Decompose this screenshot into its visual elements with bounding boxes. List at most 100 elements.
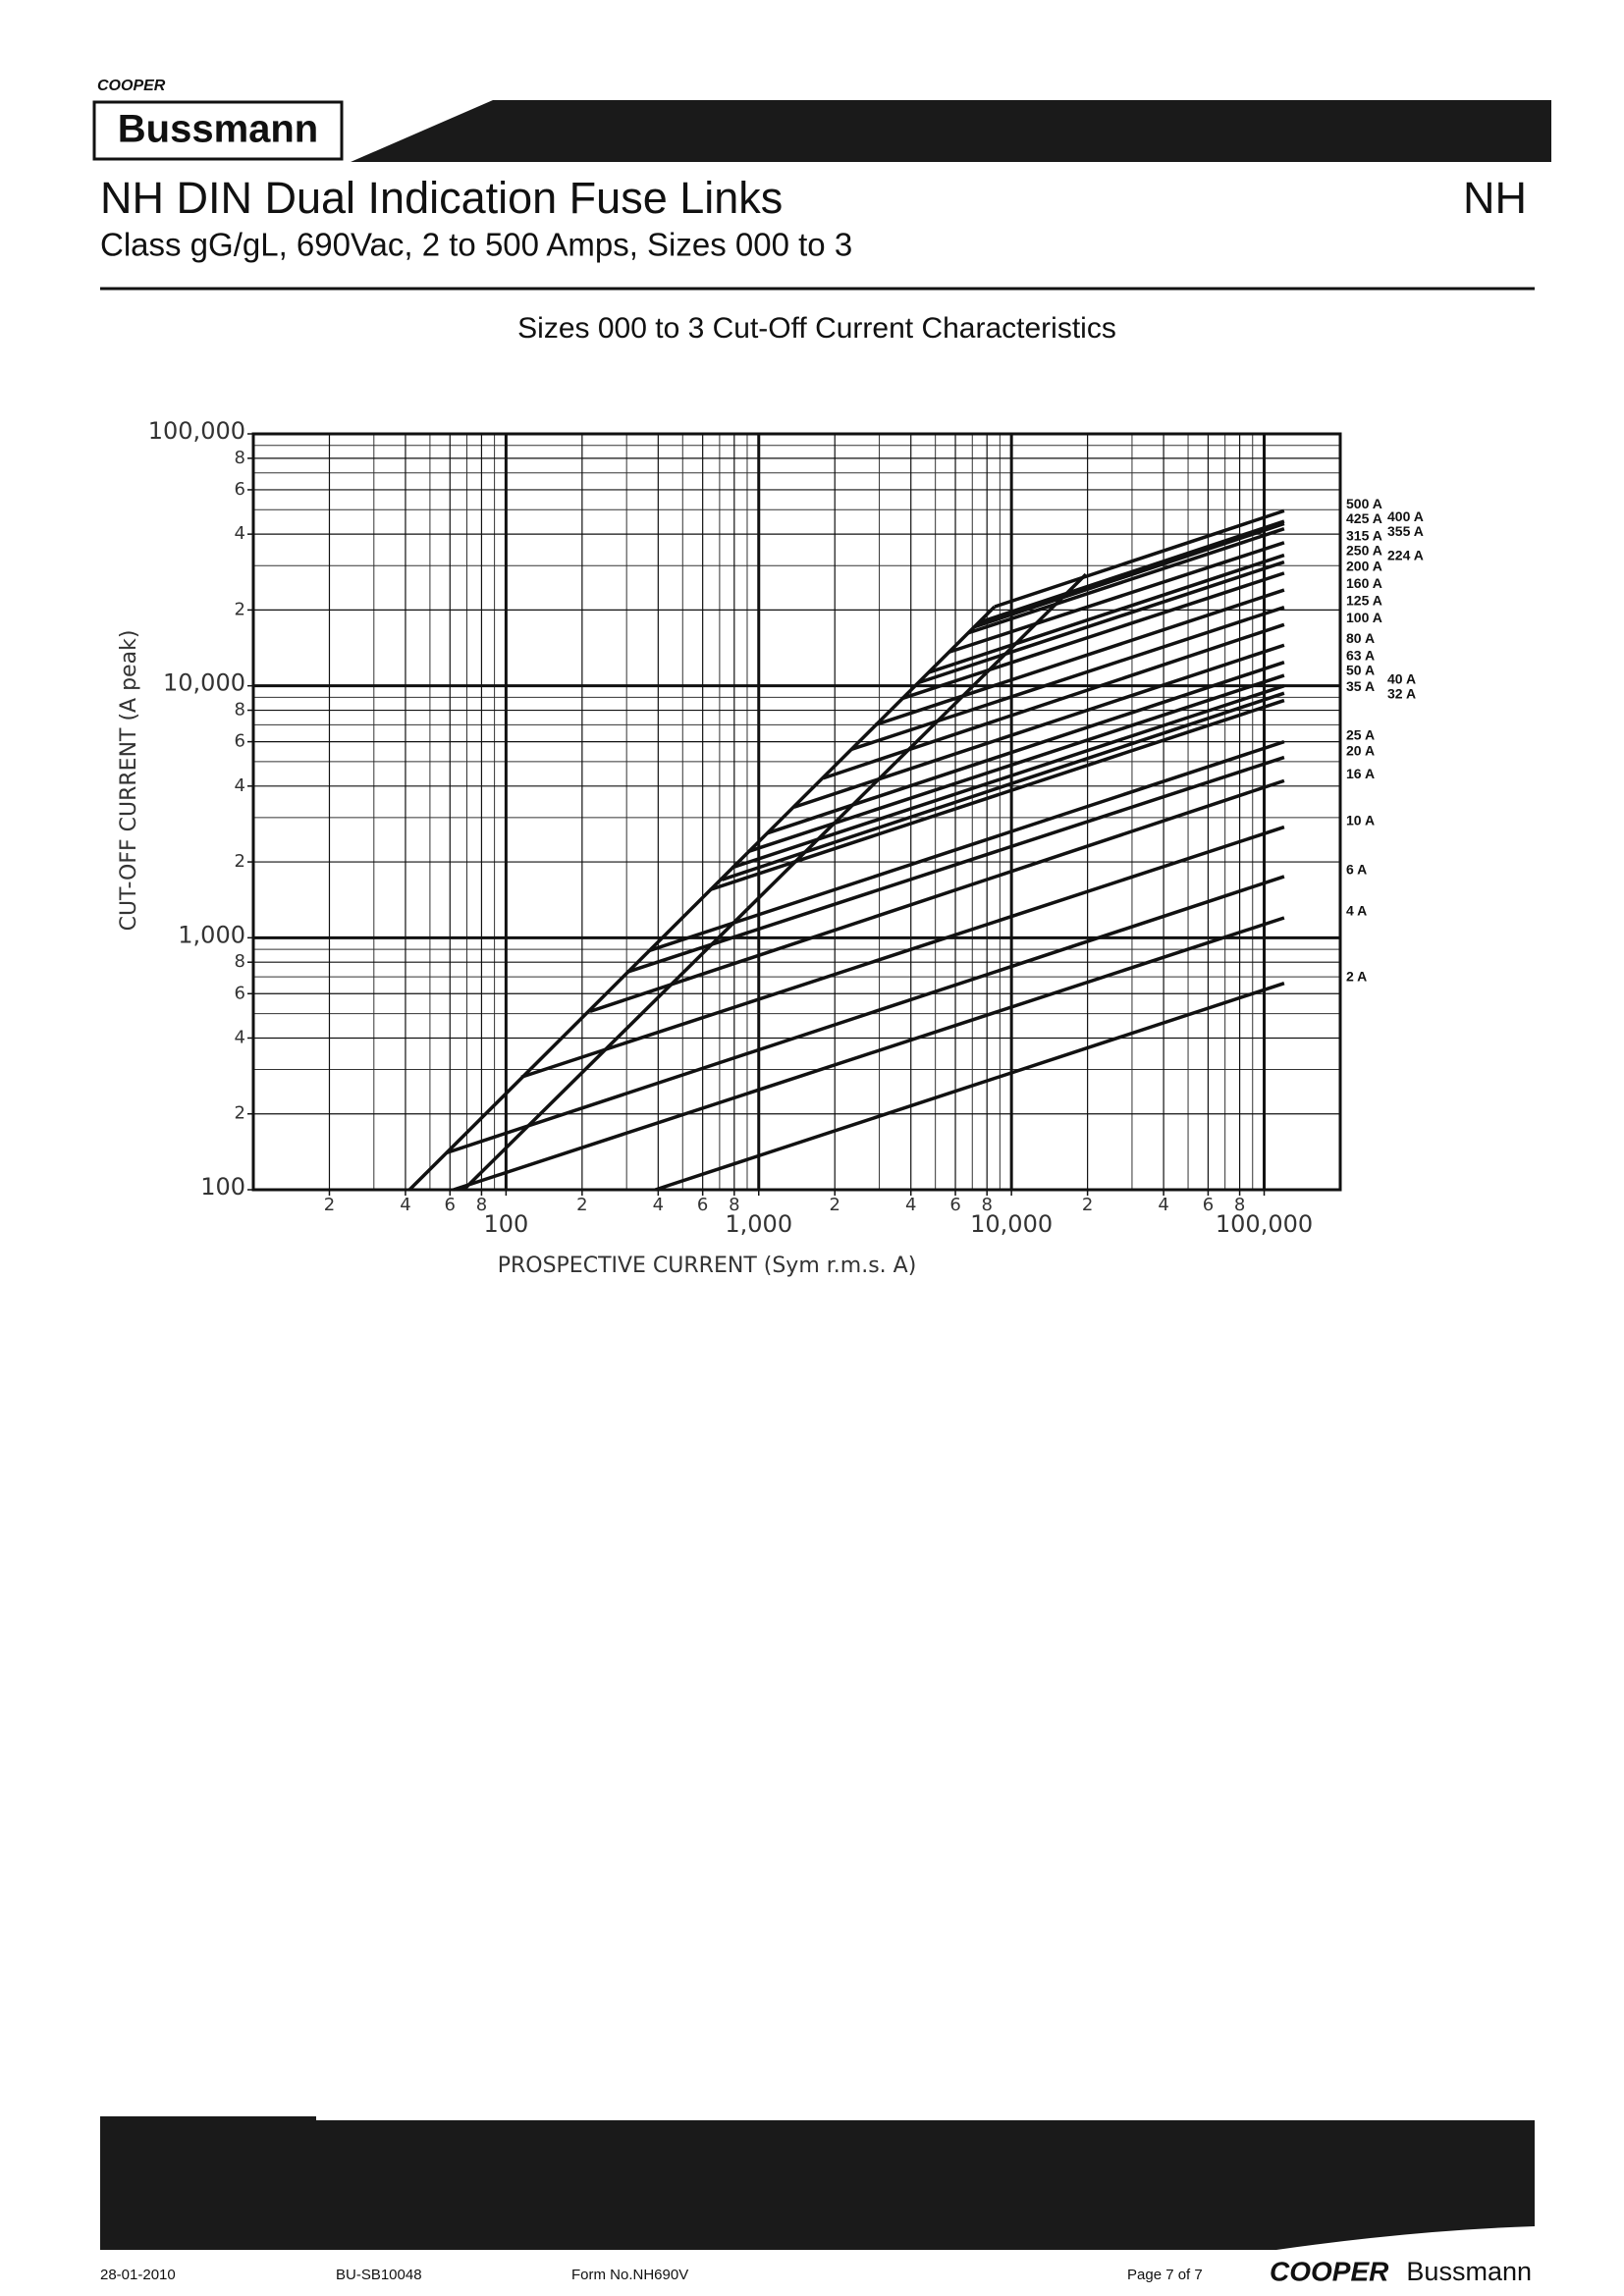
series-label: 50 A [1346,662,1375,677]
series-label: 6 A [1346,862,1367,878]
y-tick-label: 6 [235,479,245,500]
y-tick-label: 6 [235,983,245,1003]
curve [589,778,1285,1014]
x-tick-label: 8 [1234,1195,1245,1215]
series-label: 32 A [1387,685,1416,701]
curve [649,739,1285,952]
x-tick-label: 8 [981,1195,992,1215]
y-tick-label: 6 [235,731,245,752]
x-tick-label: 8 [476,1195,487,1215]
x-tick-label: 1,000 [725,1210,792,1238]
curve [822,622,1285,780]
x-tick-label: 4 [1158,1195,1168,1215]
header-banner [351,100,1551,162]
curve [928,553,1285,674]
curve [731,684,1285,870]
section-code: NH [1463,173,1527,223]
x-tick-label: 2 [324,1195,335,1215]
footer-doc-code: BU-SB10048 [336,2267,422,2283]
curve [918,560,1285,685]
series-label: 200 A [1346,559,1382,574]
footer-brand: Bussmann [1406,2257,1532,2286]
x-tick-label: 6 [445,1195,456,1215]
series-label: 16 A [1346,766,1375,781]
x-tick-label: 8 [729,1195,739,1215]
curve [462,572,1088,1192]
curve [900,571,1285,701]
series-label: 355 A [1387,523,1424,539]
plot-frame [251,432,1342,1192]
y-tick-label: 4 [235,1027,245,1047]
curve [977,519,1285,625]
series-label: 80 A [1346,630,1375,646]
chart-title: Sizes 000 to 3 Cut-Off Current Character… [517,312,1116,345]
series-label: 400 A [1387,508,1424,524]
y-tick-label: 100,000 [148,417,245,445]
x-tick-label: 4 [905,1195,916,1215]
y-tick-label: 100 [200,1173,245,1201]
curve [874,588,1285,727]
series-label: 100 A [1346,610,1382,625]
curve [625,755,1285,975]
x-tick-label: 100,000 [1216,1210,1313,1238]
y-tick-label: 1,000 [178,921,245,948]
series-label: 10 A [1346,812,1375,828]
footer-date: 28-01-2010 [100,2267,176,2283]
curve [709,698,1285,892]
series-label: 425 A [1346,510,1382,526]
curve [747,673,1285,854]
page-title: NH DIN Dual Indication Fuse Links [100,173,783,223]
series-label: 2 A [1346,968,1367,984]
y-tick-label: 2 [235,1103,245,1124]
curve [520,825,1285,1079]
x-tick-label: 2 [576,1195,587,1215]
footer-page: Page 7 of 7 [1127,2267,1203,2283]
y-tick-label: 8 [235,448,245,468]
curve [654,981,1285,1192]
logo-box [92,100,344,161]
brand-logo: Bussmann [118,108,319,151]
series-label: 63 A [1346,647,1375,663]
series-label: 224 A [1387,547,1424,562]
y-tick-label: 10,000 [163,669,245,697]
y-tick-label: 4 [235,523,245,544]
y-tick-label: 8 [235,951,245,972]
series-label: 25 A [1346,726,1375,742]
x-tick-label: 2 [830,1195,840,1215]
series-label: 4 A [1346,903,1367,919]
series-label: 20 A [1346,742,1375,758]
brand-small: COOPER [97,78,166,94]
x-tick-label: 6 [1203,1195,1214,1215]
series-label: 160 A [1346,575,1382,591]
curve [994,508,1285,609]
series-label: 125 A [1346,592,1382,608]
footer-banner [100,2116,1535,2250]
series-label: 250 A [1346,543,1382,559]
x-tick-label: 4 [400,1195,410,1215]
series-label: 315 A [1346,528,1382,544]
y-axis-label: CUT-OFF CURRENT (A peak) [117,630,141,932]
x-tick-label: 2 [1082,1195,1093,1215]
curve [407,605,997,1192]
curve [947,541,1285,655]
series-label: 40 A [1387,670,1416,686]
page-subtitle: Class gG/gL, 690Vac, 2 to 500 Amps, Size… [100,227,852,263]
curve [850,605,1285,751]
x-tick-label: 6 [697,1195,708,1215]
curve [445,875,1285,1155]
curve [721,691,1285,881]
x-tick-label: 4 [653,1195,664,1215]
y-tick-label: 8 [235,700,245,721]
y-tick-label: 4 [235,775,245,796]
footer-form: Form No.NH690V [571,2267,688,2283]
series-label: 35 A [1346,678,1375,694]
y-tick-label: 2 [235,851,245,872]
curve [973,521,1285,629]
x-tick-label: 10,000 [970,1210,1053,1238]
series-label: 500 A [1346,496,1382,511]
x-tick-label: 100 [483,1210,528,1238]
x-tick-label: 6 [949,1195,960,1215]
curve [967,527,1285,635]
curve [453,916,1285,1192]
